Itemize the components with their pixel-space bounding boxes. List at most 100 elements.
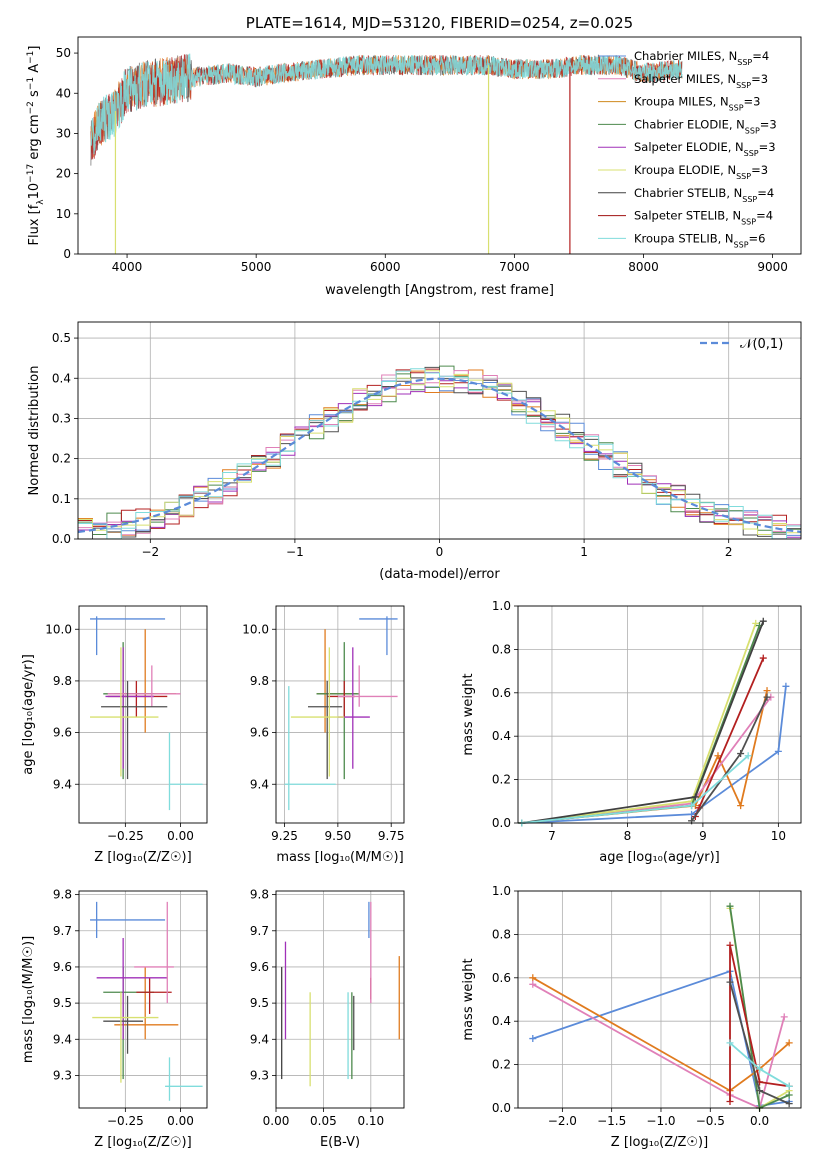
y-tick-label: 9.5 <box>53 996 72 1010</box>
x-axis-label: E(B-V) <box>320 1135 360 1150</box>
weight-marker <box>763 687 771 695</box>
y-tick-label: 9.8 <box>250 888 269 902</box>
x-tick-label: 0.05 <box>310 1114 337 1128</box>
weight-marker <box>688 810 696 818</box>
x-tick-label: 9.50 <box>325 829 352 843</box>
weight-marker <box>785 1100 793 1108</box>
y-tick-label: 0.2 <box>492 1058 511 1072</box>
y-tick-label: 9.4 <box>53 1032 72 1046</box>
weight-marker <box>756 1087 764 1095</box>
legend-label: Chabrier ELODIE, NSSP=3 <box>634 117 777 135</box>
weight-marker <box>726 1097 734 1105</box>
weight-marker <box>726 978 734 986</box>
x-axis-label: Z [log₁₀(Z/Z☉)] <box>94 1135 191 1150</box>
age-vs-Z-panel: −0.25 0.00 9.4 9.6 9.8 10.0 Z [log₁₀(Z/Z☉)] age… <box>21 605 208 865</box>
x-tick-label: 10 <box>771 829 786 843</box>
weight-series <box>521 686 787 824</box>
gaussian-curve <box>78 377 801 534</box>
weight-marker <box>737 802 745 810</box>
x-tick-label: 0.00 <box>263 1114 290 1128</box>
y-axis-label: age [log₁₀(age/yr)] <box>21 654 36 775</box>
weight-marker <box>529 1035 537 1043</box>
y-tick-label: 0.0 <box>492 816 511 830</box>
y-tick-label: 9.6 <box>250 726 269 740</box>
weight-marker <box>785 1091 793 1099</box>
y-tick-label: 1.0 <box>492 884 511 898</box>
weight-marker <box>785 1039 793 1047</box>
x-tick-label: 9000 <box>757 260 788 274</box>
errorbars <box>284 616 398 811</box>
errorbars <box>90 901 203 1101</box>
x-axis-label: mass [log₁₀(M/M☉)] <box>276 850 403 865</box>
weight-marker <box>688 802 696 810</box>
x-tick-label: 1 <box>580 545 588 559</box>
y-tick-label: 0.8 <box>492 642 511 656</box>
y-tick-label: 30 <box>56 126 71 140</box>
weight-marker <box>752 619 760 627</box>
histograms <box>78 365 801 539</box>
weight-series <box>521 620 765 824</box>
x-tick-label: 5000 <box>241 260 272 274</box>
y-tick-label: 0.0 <box>492 1101 511 1115</box>
weight-lines <box>518 617 790 827</box>
y-tick-label: 9.5 <box>250 996 269 1010</box>
y-tick-label: 20 <box>56 167 71 181</box>
y-tick-label: 9.8 <box>250 674 269 688</box>
chart-title: PLATE=1614, MJD=53120, FIBERID=0254, z=0… <box>246 14 633 32</box>
x-tick-label: −1 <box>286 545 304 559</box>
axes-frame <box>77 36 802 255</box>
legend-label: Kroupa ELODIE, NSSP=3 <box>634 163 768 181</box>
weight-marker <box>726 941 734 949</box>
legend-label: Salpeter STELIB, NSSP=4 <box>634 209 773 227</box>
legend-label: Chabrier MILES, NSSP=4 <box>634 49 769 67</box>
x-axis-label: age [log₁₀(age/yr)] <box>599 850 720 865</box>
y-axis-label: mass [log₁₀(M/M☉)] <box>21 936 36 1063</box>
legend-label: Salpeter MILES, NSSP=3 <box>634 72 768 90</box>
legend-label: Chabrier STELIB, NSSP=4 <box>634 186 774 204</box>
weight-marker <box>737 750 745 758</box>
y-tick-label: 9.6 <box>53 960 72 974</box>
x-tick-label: 6000 <box>370 260 401 274</box>
x-axis-label: Z [log₁₀(Z/Z☉)] <box>611 1135 708 1150</box>
axes-frame <box>78 605 208 824</box>
weight-series <box>729 945 790 1102</box>
y-tick-label: 0.0 <box>52 532 71 546</box>
x-tick-label: −1.5 <box>597 1114 626 1128</box>
y-tick-label: 0.4 <box>52 371 71 385</box>
x-tick-label: 0.00 <box>167 1114 194 1128</box>
weight-marker <box>726 902 734 910</box>
axes-frame <box>275 890 405 1109</box>
x-axis-label: (data-model)/error <box>379 567 500 582</box>
legend: Chabrier MILES, NSSP=4 Salpeter MILES, NS… <box>598 49 777 249</box>
histogram-series <box>78 368 801 539</box>
spectrum-panel: 4000 5000 6000 7000 8000 9000 0 10 20 30 40 50 PLATE… <box>26 14 802 298</box>
y-tick-label: 9.8 <box>53 888 72 902</box>
y-tick-label: 9.6 <box>53 726 72 740</box>
y-tick-label: 50 <box>56 46 71 60</box>
y-tick-label: 40 <box>56 86 71 100</box>
spectrum-lines <box>90 53 683 254</box>
y-tick-label: 10 <box>56 207 71 221</box>
mass-vs-Z-panel: −0.25 0.00 9.3 9.4 9.5 9.6 9.7 9.8 Z [log₁₀(Z/Z☉… <box>21 888 208 1150</box>
axes-frame <box>517 890 802 1109</box>
weight-marker <box>780 1013 788 1021</box>
axes-frame <box>275 605 405 824</box>
weight-marker <box>785 1082 793 1090</box>
weight-marker <box>759 617 767 625</box>
weight-series <box>521 690 768 824</box>
y-axis-label: Flux [fλ10−17 erg cm−2 s−1 A−1] <box>26 46 46 246</box>
y-tick-label: 0 <box>63 247 71 261</box>
errorbars <box>90 616 203 811</box>
y-tick-label: 0.6 <box>492 686 511 700</box>
x-tick-label: 0.00 <box>167 829 194 843</box>
weight-marker <box>774 747 782 755</box>
y-tick-label: 0.1 <box>52 492 71 506</box>
x-tick-label: −2 <box>141 545 159 559</box>
x-tick-label: −0.25 <box>107 1114 144 1128</box>
x-tick-label: 9 <box>699 829 707 843</box>
y-tick-label: 9.7 <box>250 924 269 938</box>
legend-label: Kroupa STELIB, NSSP=6 <box>634 231 765 249</box>
x-tick-label: 0.10 <box>357 1114 384 1128</box>
y-tick-label: 0.2 <box>492 773 511 787</box>
